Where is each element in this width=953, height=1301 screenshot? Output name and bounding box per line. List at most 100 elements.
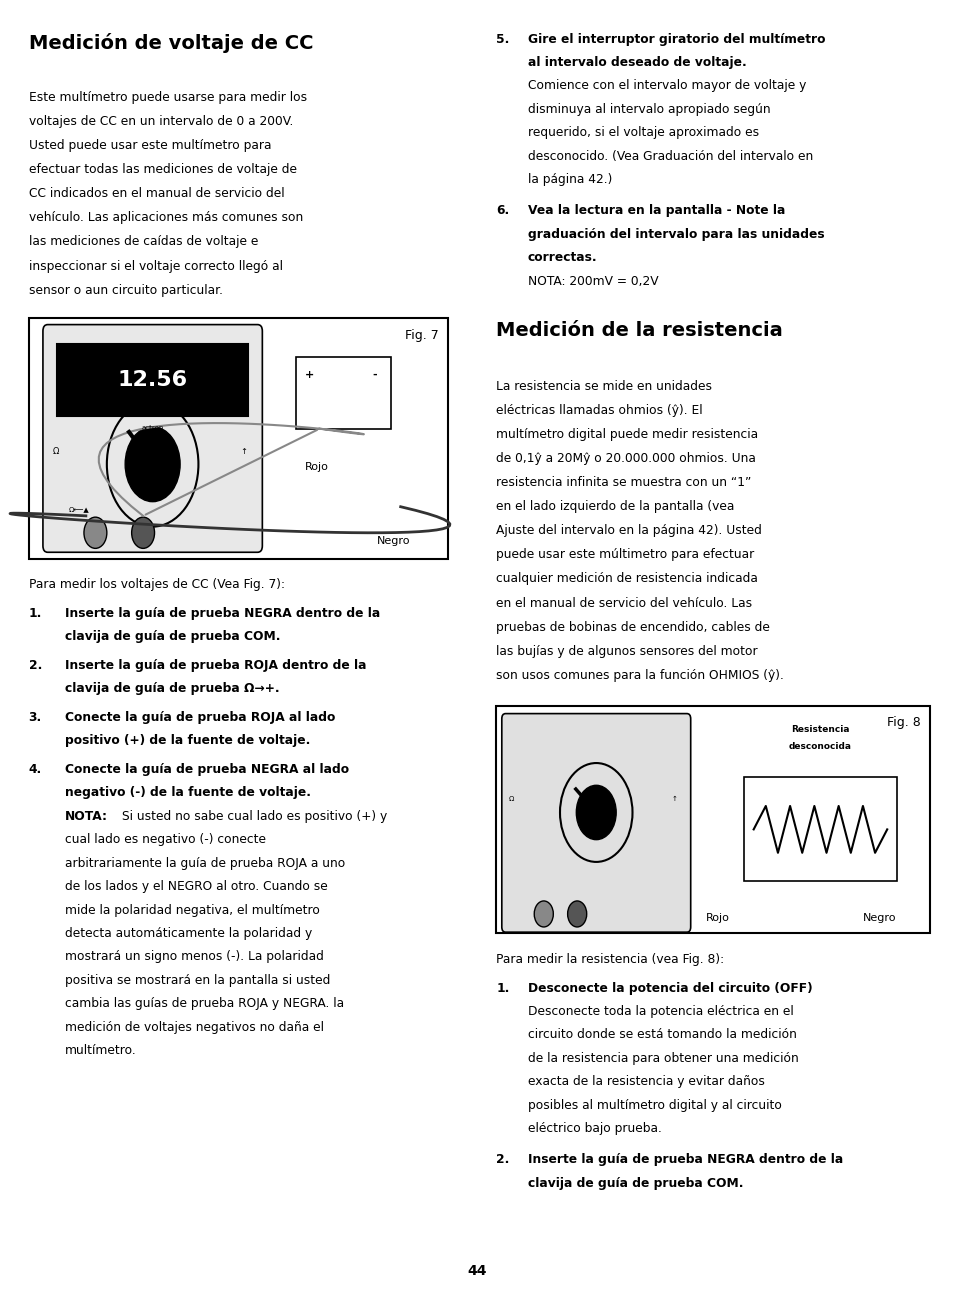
Text: Conecte la guía de prueba ROJA al lado: Conecte la guía de prueba ROJA al lado [65,710,335,723]
Text: CC indicados en el manual de servicio del: CC indicados en el manual de servicio de… [29,187,284,200]
Text: pruebas de bobinas de encendido, cables de: pruebas de bobinas de encendido, cables … [496,621,769,634]
Text: Negro: Negro [862,913,896,922]
Text: en el manual de servicio del vehículo. Las: en el manual de servicio del vehículo. L… [496,596,751,609]
Text: son usos comunes para la función OHMIOS (ŷ).: son usos comunes para la función OHMIOS … [496,669,783,682]
Text: la página 42.): la página 42.) [527,173,611,186]
Text: 1.: 1. [496,981,509,994]
Text: sensor o aun circuito particular.: sensor o aun circuito particular. [29,284,222,297]
Text: Si usted no sabe cual lado es positivo (+) y: Si usted no sabe cual lado es positivo (… [122,809,387,822]
Circle shape [132,516,154,548]
FancyBboxPatch shape [295,356,391,428]
Text: Inserte la guía de prueba NEGRA dentro de la: Inserte la guía de prueba NEGRA dentro d… [65,606,379,619]
Text: arbitrariamente la guía de prueba ROJA a uno: arbitrariamente la guía de prueba ROJA a… [65,857,345,869]
Text: Ω: Ω [52,446,59,455]
Text: Vea la lectura en la pantalla - Note la: Vea la lectura en la pantalla - Note la [527,204,784,217]
Text: NOTA: 200mV = 0,2V: NOTA: 200mV = 0,2V [527,275,658,288]
Text: Para medir la resistencia (vea Fig. 8):: Para medir la resistencia (vea Fig. 8): [496,952,723,965]
Text: Ajuste del intervalo en la página 42). Usted: Ajuste del intervalo en la página 42). U… [496,524,761,537]
Text: graduación del intervalo para las unidades: graduación del intervalo para las unidad… [527,228,823,241]
Text: resistencia infinita se muestra con un “1”: resistencia infinita se muestra con un “… [496,476,751,489]
Text: Fig. 7: Fig. 7 [405,328,438,341]
Text: Comience con el intervalo mayor de voltaje y: Comience con el intervalo mayor de volta… [527,79,805,92]
Text: clavija de guía de prueba Ω→+.: clavija de guía de prueba Ω→+. [65,682,279,695]
Text: 12.56: 12.56 [117,369,188,390]
Text: actron: actron [141,424,164,431]
Text: 2.: 2. [496,1153,509,1166]
Text: 3.: 3. [29,710,42,723]
Text: multímetro.: multímetro. [65,1043,136,1056]
Text: de 0,1ŷ a 20Mŷ o 20.000.000 ohmios. Una: de 0,1ŷ a 20Mŷ o 20.000.000 ohmios. Una [496,453,755,464]
Text: Inserte la guía de prueba ROJA dentro de la: Inserte la guía de prueba ROJA dentro de… [65,658,366,671]
Text: circuito donde se está tomando la medición: circuito donde se está tomando la medici… [527,1028,796,1041]
Text: NOTA:: NOTA: [65,809,108,822]
Text: positiva se mostrará en la pantalla si usted: positiva se mostrará en la pantalla si u… [65,973,330,986]
Text: inspeccionar si el voltaje correcto llegó al: inspeccionar si el voltaje correcto lleg… [29,259,282,272]
Text: ↑: ↑ [671,796,677,803]
Text: Negro: Negro [376,536,410,545]
Text: eléctricas llamadas ohmios (ŷ). El: eléctricas llamadas ohmios (ŷ). El [496,405,702,416]
Text: Rojo: Rojo [705,913,729,922]
FancyBboxPatch shape [43,324,262,552]
Text: Rojo: Rojo [305,462,329,472]
Text: desconocido. (Vea Graduación del intervalo en: desconocido. (Vea Graduación del interva… [527,150,812,163]
Text: disminuya al intervalo apropiado según: disminuya al intervalo apropiado según [527,103,769,116]
Text: Medición de la resistencia: Medición de la resistencia [496,321,782,341]
Circle shape [567,900,586,926]
Text: puede usar este múltimetro para efectuar: puede usar este múltimetro para efectuar [496,549,754,561]
Text: voltajes de CC en un intervalo de 0 a 200V.: voltajes de CC en un intervalo de 0 a 20… [29,116,293,127]
Text: Este multímetro puede usarse para medir los: Este multímetro puede usarse para medir … [29,91,307,104]
Text: exacta de la resistencia y evitar daños: exacta de la resistencia y evitar daños [527,1075,763,1088]
Text: correctas.: correctas. [527,251,597,264]
FancyBboxPatch shape [501,713,690,932]
Text: ↑: ↑ [240,446,247,455]
Text: de la resistencia para obtener una medición: de la resistencia para obtener una medic… [527,1051,798,1064]
Text: clavija de guía de prueba COM.: clavija de guía de prueba COM. [65,630,280,643]
Text: detecta automáticamente la polaridad y: detecta automáticamente la polaridad y [65,928,312,939]
FancyBboxPatch shape [57,343,248,415]
Text: posibles al multímetro digital y al circuito: posibles al multímetro digital y al circ… [527,1098,781,1111]
Text: Conecte la guía de prueba NEGRA al lado: Conecte la guía de prueba NEGRA al lado [65,762,349,775]
Text: mide la polaridad negativa, el multímetro: mide la polaridad negativa, el multímetr… [65,904,319,916]
FancyBboxPatch shape [496,705,929,933]
Text: vehículo. Las aplicaciones más comunes son: vehículo. Las aplicaciones más comunes s… [29,211,302,224]
Text: Para medir los voltajes de CC (Vea Fig. 7):: Para medir los voltajes de CC (Vea Fig. … [29,578,284,591]
Text: las mediciones de caídas de voltaje e: las mediciones de caídas de voltaje e [29,235,257,248]
Circle shape [576,786,616,839]
Text: Ω⟵▲: Ω⟵▲ [69,506,90,513]
Circle shape [125,427,180,502]
Text: cualquier medición de resistencia indicada: cualquier medición de resistencia indica… [496,572,758,585]
Text: 1.: 1. [29,606,42,619]
Text: multímetro digital puede medir resistencia: multímetro digital puede medir resistenc… [496,428,758,441]
Text: Medición de voltaje de CC: Medición de voltaje de CC [29,33,313,52]
Text: clavija de guía de prueba COM.: clavija de guía de prueba COM. [527,1176,742,1189]
Text: desconocida: desconocida [788,742,851,751]
Text: Desconecte toda la potencia eléctrica en el: Desconecte toda la potencia eléctrica en… [527,1004,793,1017]
FancyBboxPatch shape [743,777,896,882]
Text: eléctrico bajo prueba.: eléctrico bajo prueba. [527,1121,660,1134]
Text: negativo (-) de la fuente de voltaje.: negativo (-) de la fuente de voltaje. [65,786,311,799]
Text: Usted puede usar este multímetro para: Usted puede usar este multímetro para [29,139,271,152]
Text: requerido, si el voltaje aproximado es: requerido, si el voltaje aproximado es [527,126,758,139]
Text: +: + [305,369,314,380]
Text: Fig. 8: Fig. 8 [886,716,920,729]
Circle shape [84,516,107,548]
Text: positivo (+) de la fuente de voltaje.: positivo (+) de la fuente de voltaje. [65,734,310,747]
Text: medición de voltajes negativos no daña el: medición de voltajes negativos no daña e… [65,1021,323,1033]
Text: La resistencia se mide en unidades: La resistencia se mide en unidades [496,380,711,393]
Text: Inserte la guía de prueba NEGRA dentro de la: Inserte la guía de prueba NEGRA dentro d… [527,1153,841,1166]
Text: al intervalo deseado de voltaje.: al intervalo deseado de voltaje. [527,56,745,69]
Text: efectuar todas las mediciones de voltaje de: efectuar todas las mediciones de voltaje… [29,164,296,176]
Text: 44: 44 [467,1263,486,1278]
Text: 5.: 5. [496,33,509,46]
Text: las bujías y de algunos sensores del motor: las bujías y de algunos sensores del mot… [496,644,757,657]
Circle shape [534,900,553,926]
Text: mostrará un signo menos (-). La polaridad: mostrará un signo menos (-). La polarida… [65,951,323,963]
FancyBboxPatch shape [29,317,448,558]
Text: de los lados y el NEGRO al otro. Cuando se: de los lados y el NEGRO al otro. Cuando … [65,881,327,892]
Text: cual lado es negativo (-) conecte: cual lado es negativo (-) conecte [65,834,266,846]
Text: en el lado izquierdo de la pantalla (vea: en el lado izquierdo de la pantalla (vea [496,501,734,513]
Text: Gire el interruptor giratorio del multímetro: Gire el interruptor giratorio del multím… [527,33,824,46]
Text: 6.: 6. [496,204,509,217]
Text: Resistencia: Resistencia [790,726,849,734]
Text: 2.: 2. [29,658,42,671]
